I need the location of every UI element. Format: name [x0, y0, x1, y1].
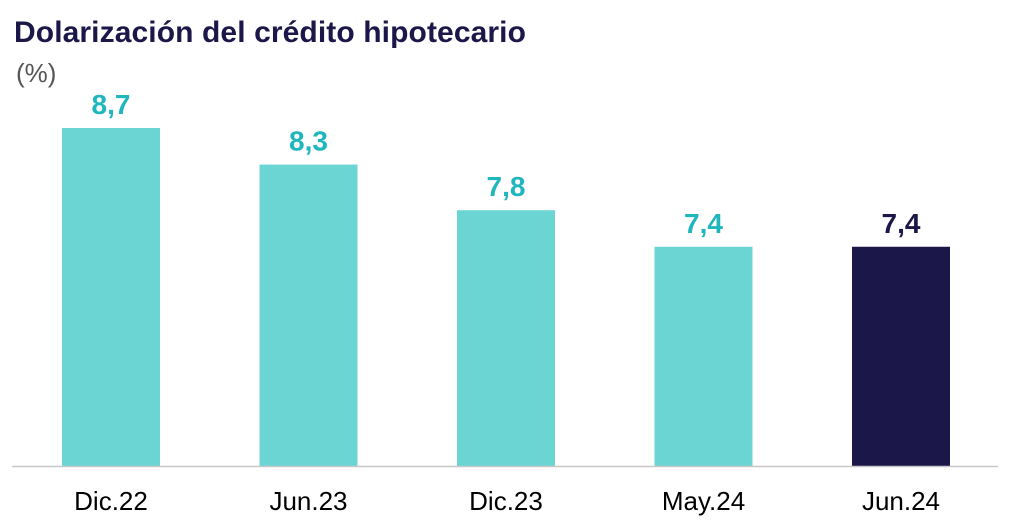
bar-jun-23 [259, 164, 358, 467]
value-label: 8,7 [92, 89, 131, 120]
chart-title: Dolarización del crédito hipotecario [14, 16, 527, 49]
value-label: 8,3 [289, 126, 328, 157]
bar-may-24 [654, 246, 753, 466]
category-label: Dic.22 [74, 486, 148, 516]
category-label: Jun.24 [862, 486, 940, 516]
value-label: 7,4 [882, 208, 921, 239]
chart-subtitle: (%) [16, 58, 57, 88]
category-label: May.24 [662, 486, 745, 516]
category-label: Jun.23 [269, 486, 347, 516]
value-labels-group: 8,7 8,3 7,8 7,4 7,4 [92, 89, 921, 239]
bar-jun-24 [852, 246, 950, 466]
value-label: 7,4 [684, 208, 723, 239]
bar-dic-23 [457, 210, 555, 466]
bar-dic-22 [62, 128, 160, 466]
category-labels-group: Dic.22 Jun.23 Dic.23 May.24 Jun.24 [74, 486, 940, 516]
bars-group [62, 128, 950, 467]
category-label: Dic.23 [469, 486, 543, 516]
value-label: 7,8 [487, 171, 526, 202]
